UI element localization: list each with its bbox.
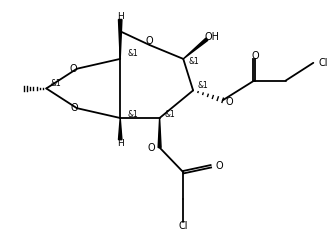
Text: &1: &1 <box>50 79 61 88</box>
Text: O: O <box>226 97 233 107</box>
Text: &1: &1 <box>127 50 138 59</box>
Text: &1: &1 <box>127 109 138 118</box>
Polygon shape <box>118 118 122 140</box>
Text: Cl: Cl <box>318 58 328 68</box>
Text: H: H <box>117 12 124 21</box>
Text: O: O <box>146 36 154 46</box>
Text: H: H <box>117 139 124 148</box>
Text: &1: &1 <box>197 81 208 90</box>
Text: OH: OH <box>204 32 219 42</box>
Polygon shape <box>118 19 122 59</box>
Text: &1: &1 <box>188 57 199 66</box>
Text: O: O <box>251 51 259 61</box>
Text: O: O <box>216 161 223 171</box>
Polygon shape <box>183 38 208 59</box>
Text: Cl: Cl <box>178 221 188 231</box>
Polygon shape <box>158 118 161 148</box>
Text: O: O <box>69 64 77 74</box>
Text: O: O <box>147 143 155 153</box>
Text: &1: &1 <box>165 109 175 118</box>
Text: O: O <box>70 103 78 113</box>
